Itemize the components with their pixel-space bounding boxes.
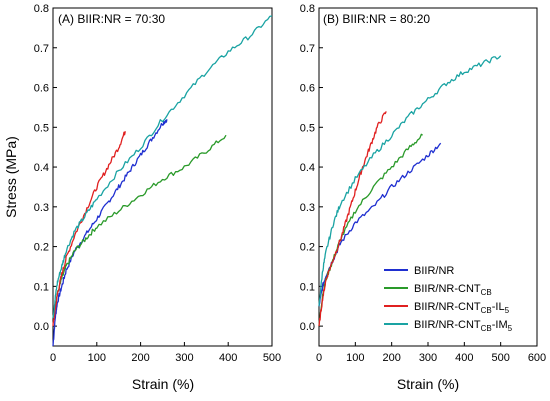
series-line-biir-nr-cnt-cb xyxy=(318,133,423,327)
legend-item: BIIR/NR-CNTCB xyxy=(384,283,492,297)
legend-item: BIIR/NR-CNTCB-IM5 xyxy=(384,319,513,333)
x-tick-label: 600 xyxy=(528,352,546,364)
legend-label-base: BIIR/NR-CNT xyxy=(414,319,481,331)
y-tick-label: 0.5 xyxy=(300,122,315,134)
legend-item: BIIR/NR xyxy=(384,265,454,277)
x-axis-label-a: Strain (%) xyxy=(132,376,194,392)
x-tick-label: 500 xyxy=(263,352,281,364)
x-tick-label: 300 xyxy=(175,352,193,364)
x-tick-label: 400 xyxy=(455,352,473,364)
legend-label-subscript: CB xyxy=(481,288,492,297)
series-line-biir-nr xyxy=(52,119,168,347)
legend-label-base: BIIR/NR xyxy=(414,265,454,277)
legend-label-base: BIIR/NR-CNT xyxy=(414,283,481,295)
x-axis-label-b: Strain (%) xyxy=(397,376,459,392)
y-tick-label: 0.3 xyxy=(300,202,315,214)
x-tick-label: 300 xyxy=(419,352,437,364)
series-line-biir-nr-cnt-cb-im-5 xyxy=(52,15,273,319)
panel-b-title: (B) BIIR:NR = 80:20 xyxy=(323,12,430,26)
plot-frame-a xyxy=(52,7,273,347)
y-tick-label: 0.4 xyxy=(34,162,49,174)
series-line-biir-nr xyxy=(318,142,442,307)
y-axis-label: Stress (MPa) xyxy=(3,136,19,218)
y-tick-label: 0.4 xyxy=(300,162,315,174)
x-tick-label: 100 xyxy=(88,352,106,364)
x-tick-label: 200 xyxy=(382,352,400,364)
x-tick-label: 500 xyxy=(491,352,509,364)
y-tick-label: 0.2 xyxy=(300,242,315,254)
y-tick-label: 0.8 xyxy=(300,3,315,15)
legend-label: BIIR/NR-CNTCB-IM5 xyxy=(414,319,513,333)
series-line-biir-nr-cnt-cb-im-5 xyxy=(318,55,502,307)
series-line-biir-nr-cnt-cb-il-5 xyxy=(318,111,387,327)
y-tick-label: 0.6 xyxy=(300,83,315,95)
panel-a: 0 100 200 300 400 500 0.0 0.1 0.2 0.3 0.4 0.5 0.6 0.7… xyxy=(34,3,281,364)
y-tick-label: 0.7 xyxy=(34,43,49,55)
y-tick-label: 0.5 xyxy=(34,122,49,134)
y-tick-label: 0.1 xyxy=(34,281,49,293)
y-tick-label: 0.0 xyxy=(300,321,315,333)
legend-label-suffix: -IL xyxy=(492,301,505,313)
y-tick-label: 0.2 xyxy=(34,242,49,254)
legend-label-subscript: CB xyxy=(481,306,492,315)
y-tick-label: 0.1 xyxy=(300,281,315,293)
legend-label-subscript: 5 xyxy=(505,306,510,315)
x-tick-label: 200 xyxy=(131,352,149,364)
y-tick-label: 0.7 xyxy=(300,43,315,55)
legend-label-subscript: CB xyxy=(481,324,492,333)
legend-item: BIIR/NR-CNTCB-IL5 xyxy=(384,301,510,315)
y-tick-label: 0.0 xyxy=(34,321,49,333)
legend-label: BIIR/NR-CNTCB xyxy=(414,283,492,297)
y-tick-label: 0.8 xyxy=(34,3,49,15)
legend-label-base: BIIR/NR-CNT xyxy=(414,301,481,313)
legend-label: BIIR/NR-CNTCB-IL5 xyxy=(414,301,510,315)
x-tick-label: 400 xyxy=(219,352,237,364)
plot-frame-b xyxy=(318,7,538,347)
panel-b: 0 100 200 300 400 500 600 0.0 0.1 0.2 0.3 0.4 0.5 0.6… xyxy=(300,3,546,364)
legend-label-subscript: 5 xyxy=(508,324,513,333)
panel-a-title: (A) BIIR:NR = 70:30 xyxy=(58,12,165,26)
y-tick-label: 0.3 xyxy=(34,202,49,214)
legend-label: BIIR/NR xyxy=(414,265,454,277)
x-tick-label: 0 xyxy=(50,352,56,364)
series-line-biir-nr-cnt-cb-il-5 xyxy=(52,131,126,327)
legend: BIIR/NRBIIR/NR-CNTCBBIIR/NR-CNTCB-IL5BII… xyxy=(384,265,513,333)
x-tick-label: 0 xyxy=(316,352,322,364)
y-tick-label: 0.6 xyxy=(34,83,49,95)
legend-label-suffix: -IM xyxy=(492,319,508,331)
x-tick-label: 100 xyxy=(346,352,364,364)
